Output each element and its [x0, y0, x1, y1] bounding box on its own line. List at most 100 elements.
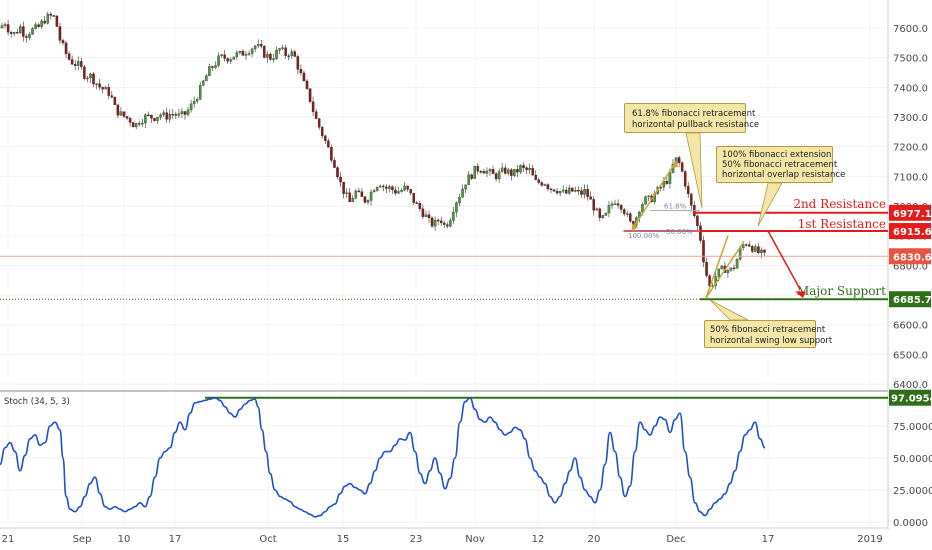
stoch-axis[interactable]: 75.0000 50.0000 25.0000 0.0000 97.0954 [889, 389, 932, 529]
candle-body [58, 26, 62, 41]
candle-body [348, 192, 351, 203]
candle-body [446, 224, 449, 227]
time-tick-label: 12 [532, 534, 545, 545]
candle-body [357, 190, 361, 193]
fib-arrow-head [671, 160, 678, 169]
candle-body [89, 73, 92, 79]
candle-body [290, 51, 293, 57]
candle-body [299, 69, 303, 74]
candle-body [751, 246, 754, 252]
time-axis[interactable]: 21 Sep 10 17 Oct 15 23 Nov 12 20 Dec 17 2019 [2, 534, 883, 545]
candle-body [473, 166, 476, 179]
candle-body [83, 66, 86, 79]
candle-body [220, 54, 223, 56]
candle-body [668, 172, 672, 184]
candle-body [330, 147, 333, 161]
time-tick-label: 20 [588, 534, 601, 545]
candle-body [397, 191, 400, 194]
candle-body [174, 114, 178, 116]
candle-body [217, 55, 220, 66]
candle-body [296, 56, 300, 70]
candle-body [311, 101, 315, 112]
stoch-tick-label: 25.0000 [893, 486, 932, 497]
candle-body [46, 13, 50, 24]
price-tick-label: 7100.0 [893, 172, 928, 183]
time-tick-label: 2019 [857, 534, 882, 545]
candle-body [61, 40, 65, 44]
candle-body [683, 171, 687, 187]
candle-body [699, 225, 702, 241]
candle-body [485, 170, 489, 174]
candle-body [528, 168, 531, 171]
candle-body [128, 118, 132, 123]
candle-body [616, 203, 620, 206]
candle-body [482, 171, 486, 174]
candle-body [6, 24, 10, 33]
candle-body [327, 140, 330, 148]
candle-body [226, 58, 229, 62]
candle-body [467, 174, 470, 185]
candle-body [622, 209, 626, 215]
candle-body [104, 87, 107, 90]
candle-body [568, 187, 571, 194]
candle-body [375, 186, 379, 191]
fib-arrow-up [631, 161, 677, 231]
candle-body [211, 66, 214, 68]
candle-body [744, 244, 748, 246]
price-axis[interactable]: 7600.07500.07400.07300.07200.07100.07000… [889, 24, 932, 391]
candle-body [37, 24, 40, 27]
annotation-line: 50% fibonacci retracement [722, 160, 838, 170]
candle-body [503, 167, 507, 174]
candle-body [644, 196, 647, 205]
price-tick-label: 7500.0 [893, 54, 928, 65]
candle-body [500, 167, 504, 172]
candle-body [287, 55, 290, 57]
annotation-line: 100% fibonacci extension [722, 150, 832, 160]
candle-body [491, 169, 495, 174]
candle-body [748, 244, 751, 247]
candle-body [436, 219, 440, 222]
candle-body [168, 114, 171, 120]
candle-body [516, 169, 519, 173]
second-resistance-price-tag: 6977.1 [893, 209, 932, 220]
annotation-line: horizontal pullback resistance [632, 120, 760, 130]
time-tick-label: Oct [259, 534, 276, 545]
candle-body [470, 174, 473, 179]
stoch-line [0, 397, 766, 518]
stoch-tick-label: 0.0000 [893, 518, 928, 529]
first-resistance-price-tag-bg [889, 223, 931, 240]
candle-body [607, 205, 611, 214]
candle-body [439, 220, 443, 224]
candle-body [150, 114, 153, 119]
candle-body [763, 249, 766, 253]
candle-body [98, 83, 101, 88]
price-tick-label: 6400.0 [893, 380, 928, 391]
candle-body [494, 173, 498, 180]
candle-body [202, 80, 205, 86]
candle-body [558, 191, 562, 194]
major-support-label: Major Support [797, 284, 886, 298]
candle-body [101, 87, 104, 90]
candle-body [580, 190, 583, 195]
stoch-tick-label: 50.0000 [893, 454, 932, 465]
candle-body [717, 268, 721, 277]
candle-body [403, 185, 406, 191]
stoch-title: Stoch (34, 5, 3) [4, 397, 70, 407]
second-resistance-price-tag-bg [889, 204, 931, 221]
candle-body [732, 267, 736, 270]
candle-body [232, 56, 236, 60]
candle-body [412, 192, 415, 203]
candle-body [73, 64, 77, 66]
candle-body [67, 53, 71, 60]
candle-body [400, 190, 403, 192]
candle-body [366, 200, 370, 203]
last-price-tag-bg [889, 248, 931, 265]
candle-body [183, 111, 187, 115]
callout-pointer [709, 299, 749, 321]
candle-body [537, 179, 541, 183]
candle-body [247, 53, 251, 55]
candle-body [208, 66, 211, 76]
candle-body [461, 188, 464, 198]
candle-body [80, 61, 83, 67]
candle-body [131, 122, 135, 128]
